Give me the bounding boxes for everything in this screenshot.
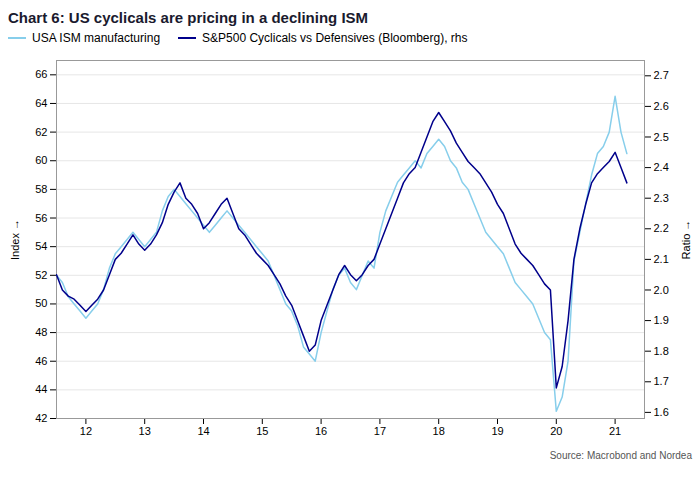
svg-text:2.0: 2.0 — [654, 284, 669, 296]
svg-text:2.7: 2.7 — [654, 69, 669, 81]
svg-text:60: 60 — [35, 154, 47, 166]
svg-text:2.4: 2.4 — [654, 161, 669, 173]
svg-text:66: 66 — [35, 68, 47, 80]
html-text:Source: Macrobond and Nordea: Source: Macrobond and Nordea — [549, 450, 692, 461]
html-text:S&P500 Cyclicals vs Defensives: S&P500 Cyclicals vs Defensives (Bloomber… — [202, 31, 468, 45]
svg-text:2.2: 2.2 — [654, 222, 669, 234]
svg-text:2.6: 2.6 — [654, 100, 669, 112]
svg-text:56: 56 — [35, 212, 47, 224]
svg-text:42: 42 — [35, 412, 47, 424]
svg-text:Ratio →: Ratio → — [680, 220, 692, 260]
svg-text:46: 46 — [35, 355, 47, 367]
svg-text:17: 17 — [374, 425, 386, 437]
svg-text:14: 14 — [197, 425, 209, 437]
svg-text:44: 44 — [35, 383, 47, 395]
svg-text:1.6: 1.6 — [654, 406, 669, 418]
svg-text:54: 54 — [35, 240, 47, 252]
svg-text:Index →: Index → — [9, 219, 21, 260]
svg-text:18: 18 — [433, 425, 445, 437]
svg-text:2.3: 2.3 — [654, 192, 669, 204]
svg-text:2.1: 2.1 — [654, 253, 669, 265]
svg-text:52: 52 — [35, 269, 47, 281]
svg-text:1.8: 1.8 — [654, 345, 669, 357]
svg-text:2.5: 2.5 — [654, 131, 669, 143]
svg-text:21: 21 — [609, 425, 621, 437]
svg-text:1.7: 1.7 — [654, 375, 669, 387]
svg-text:19: 19 — [491, 425, 503, 437]
html-text:Chart 6: US cyclicals are pric: Chart 6: US cyclicals are pricing in a d… — [8, 9, 369, 26]
svg-text:15: 15 — [256, 425, 268, 437]
svg-text:20: 20 — [550, 425, 562, 437]
svg-text:16: 16 — [315, 425, 327, 437]
svg-text:12: 12 — [80, 425, 92, 437]
svg-text:1.9: 1.9 — [654, 314, 669, 326]
svg-text:64: 64 — [35, 97, 47, 109]
svg-text:13: 13 — [139, 425, 151, 437]
svg-text:50: 50 — [35, 297, 47, 309]
html-text:USA ISM manufacturing: USA ISM manufacturing — [32, 31, 161, 45]
svg-text:62: 62 — [35, 126, 47, 138]
svg-text:48: 48 — [35, 326, 47, 338]
svg-text:58: 58 — [35, 183, 47, 195]
